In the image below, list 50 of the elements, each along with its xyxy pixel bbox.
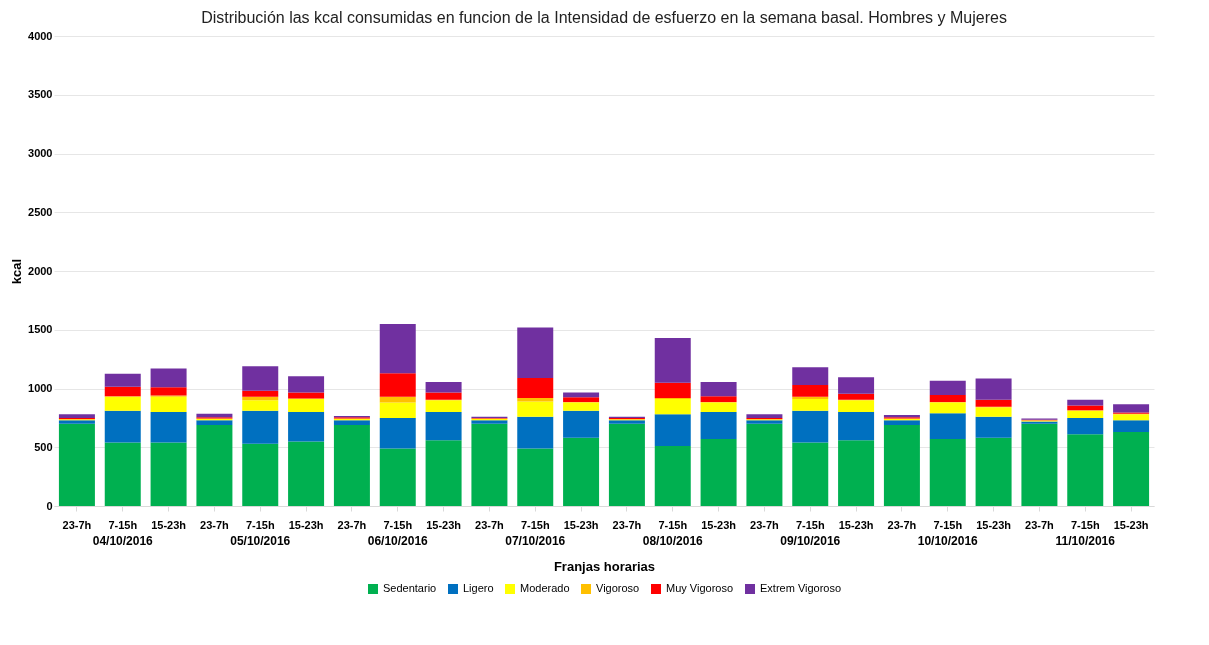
y-tick-label: 4000: [28, 29, 53, 42]
text: 10/10/2016: [917, 534, 979, 548]
x-tick-label: 23-7h: [887, 518, 917, 531]
y-axis-title: kcal: [9, 258, 25, 285]
legend-label: Ligero: [463, 582, 494, 594]
x-axis-title: Franjas horarias: [553, 558, 656, 574]
x-tick-label: 7-15h: [1070, 518, 1100, 531]
x-tick-label: 7-15h: [658, 518, 688, 531]
x-tick-label: 15-23h: [563, 518, 599, 531]
text: 09/10/2016: [780, 534, 841, 548]
x-tick-label: 15-23h: [976, 518, 1012, 531]
x-tick-label: 7-15h: [933, 518, 963, 531]
y-tick-label: 500: [34, 440, 53, 453]
legend-label: Muy Vigoroso: [666, 582, 734, 594]
x-tick-label: 23-7h: [337, 518, 367, 531]
text: 05/10/2016: [230, 534, 291, 548]
y-tick-label: 1000: [28, 382, 53, 394]
x-tick-label: 23-7h: [475, 518, 505, 531]
x-tick-label: 23-7h: [200, 518, 230, 531]
x-tick-label: 23-7h: [612, 518, 642, 531]
x-tick-label: 7-15h: [520, 518, 550, 531]
x-tick-label: 23-7h: [62, 518, 92, 531]
y-tick-label: 2500: [28, 205, 53, 218]
y-tick-label: 3000: [28, 147, 53, 159]
legend-label: Moderado: [520, 582, 570, 594]
x-tick-label: 7-15h: [383, 518, 413, 531]
x-tick-label: 23-7h: [1025, 518, 1055, 531]
text: 11/10/2016: [1055, 534, 1116, 548]
x-tick-label: 15-23h: [151, 518, 187, 531]
x-tick-label: 15-23h: [701, 518, 737, 531]
text: 06/10/2016: [367, 534, 429, 548]
legend-label: Vigoroso: [596, 582, 640, 594]
x-tick-label: 23-7h: [750, 518, 780, 531]
text: 07/10/2016: [505, 534, 566, 548]
y-tick-label: 3500: [28, 88, 53, 101]
x-tick-label: 15-23h: [426, 518, 462, 531]
x-tick-label: 15-23h: [288, 518, 324, 531]
x-tick-label: 15-23h: [1113, 518, 1149, 531]
text: 04/10/2016: [92, 534, 154, 548]
chart-title: Distribución las kcal consumidas en funcion de la Intensidad de esfuerzo en la semana basal. Hombres y Mujeres: [201, 9, 1007, 26]
legend-label: Sedentario: [383, 582, 437, 594]
x-tick-label: 7-15h: [108, 518, 138, 531]
x-tick-label: 7-15h: [795, 518, 825, 531]
legend-label: Extrem Vigoroso: [760, 582, 842, 594]
y-tick-label: 0: [46, 499, 53, 512]
text: 08/10/2016: [642, 534, 704, 548]
y-tick-label: 1500: [28, 323, 53, 336]
x-tick-label: 7-15h: [245, 518, 275, 531]
y-tick-label: 2000: [28, 264, 53, 277]
x-tick-label: 15-23h: [838, 518, 874, 531]
